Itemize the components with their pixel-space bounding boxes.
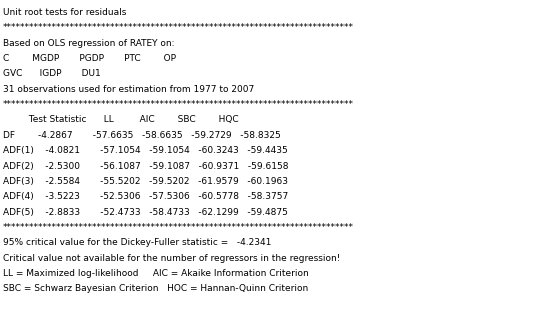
Text: GVC      IGDP       DU1: GVC IGDP DU1	[3, 69, 101, 78]
Text: ******************************************************************************: ****************************************…	[3, 100, 354, 109]
Text: DF        -4.2867       -57.6635   -58.6635   -59.2729   -58.8325: DF -4.2867 -57.6635 -58.6635 -59.2729 -5…	[3, 131, 280, 140]
Text: ADF(2)    -2.5300       -56.1087   -59.1087   -60.9371   -59.6158: ADF(2) -2.5300 -56.1087 -59.1087 -60.937…	[3, 162, 288, 170]
Text: C        MGDP       PGDP       PTC        OP: C MGDP PGDP PTC OP	[3, 54, 176, 63]
Text: Based on OLS regression of RATEY on:: Based on OLS regression of RATEY on:	[3, 39, 174, 48]
Text: 95% critical value for the Dickey-Fuller statistic =   -4.2341: 95% critical value for the Dickey-Fuller…	[3, 238, 271, 247]
Text: ******************************************************************************: ****************************************…	[3, 223, 354, 232]
Text: Test Statistic      LL         AIC        SBC        HQC: Test Statistic LL AIC SBC HQC	[3, 115, 238, 124]
Text: LL = Maximized log-likelihood     AIC = Akaike Information Criterion: LL = Maximized log-likelihood AIC = Akai…	[3, 269, 309, 278]
Text: 31 observations used for estimation from 1977 to 2007: 31 observations used for estimation from…	[3, 85, 254, 94]
Text: ADF(1)    -4.0821       -57.1054   -59.1054   -60.3243   -59.4435: ADF(1) -4.0821 -57.1054 -59.1054 -60.324…	[3, 146, 288, 155]
Text: ADF(3)    -2.5584       -55.5202   -59.5202   -61.9579   -60.1963: ADF(3) -2.5584 -55.5202 -59.5202 -61.957…	[3, 177, 288, 186]
Text: SBC = Schwarz Bayesian Criterion   HOC = Hannan-Quinn Criterion: SBC = Schwarz Bayesian Criterion HOC = H…	[3, 284, 308, 294]
Text: Unit root tests for residuals: Unit root tests for residuals	[3, 8, 126, 17]
Text: Critical value not available for the number of regressors in the regression!: Critical value not available for the num…	[3, 254, 340, 263]
Text: ADF(5)    -2.8833       -52.4733   -58.4733   -62.1299   -59.4875: ADF(5) -2.8833 -52.4733 -58.4733 -62.129…	[3, 208, 288, 217]
Text: ADF(4)    -3.5223       -52.5306   -57.5306   -60.5778   -58.3757: ADF(4) -3.5223 -52.5306 -57.5306 -60.577…	[3, 192, 288, 201]
Text: ******************************************************************************: ****************************************…	[3, 23, 354, 32]
